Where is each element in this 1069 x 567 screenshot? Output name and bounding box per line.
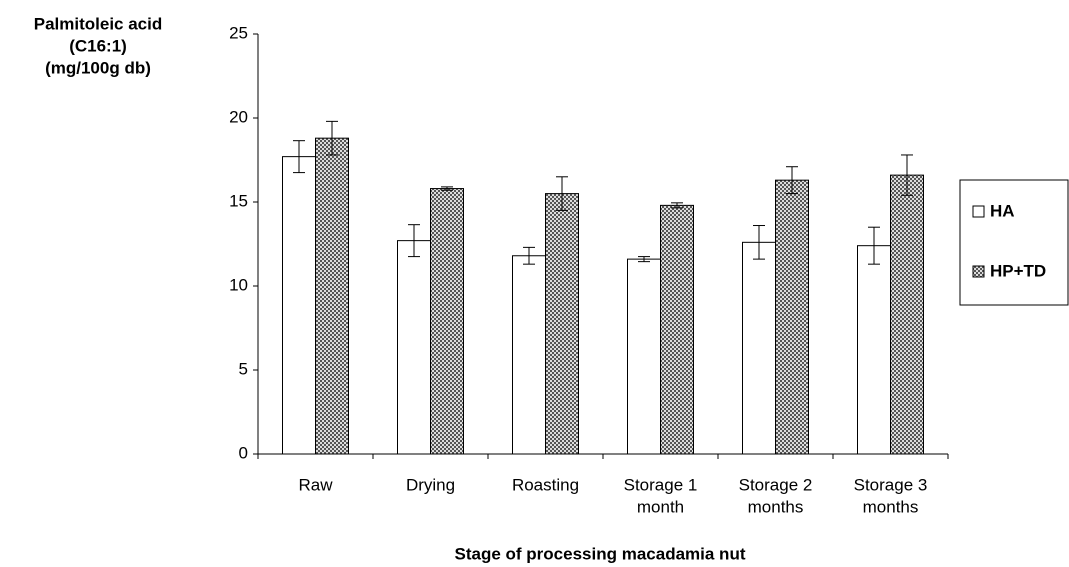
error-bar: [523, 246, 535, 265]
error-bar: [753, 225, 765, 260]
bar: [660, 204, 694, 455]
y-tick-label: 25: [229, 23, 248, 42]
error-bar: [556, 176, 568, 211]
bar: [512, 255, 546, 455]
legend-swatch: [972, 205, 985, 218]
bar: [430, 188, 464, 455]
bar: [397, 240, 431, 455]
y-axis-title: (mg/100g db): [45, 58, 151, 77]
bar: [742, 241, 776, 455]
y-tick-label: 20: [229, 107, 248, 126]
bar: [775, 179, 809, 455]
y-tick-label: 10: [229, 275, 248, 294]
bar: [282, 156, 316, 455]
bar: [627, 258, 661, 455]
error-bar: [326, 120, 338, 156]
error-bar: [901, 154, 913, 196]
legend-label: HA: [990, 201, 1015, 220]
x-tick-label: Storage 3: [854, 475, 928, 494]
x-tick-label: months: [863, 497, 919, 516]
error-bar: [441, 186, 453, 191]
x-tick-label: Roasting: [512, 475, 579, 494]
legend: [959, 179, 1069, 306]
bar: [890, 174, 924, 455]
bar: [857, 245, 891, 455]
bar: [315, 137, 349, 455]
x-axis-title: Stage of processing macadamia nut: [455, 544, 746, 563]
y-tick-label: 5: [239, 359, 248, 378]
legend-label: HP+TD: [990, 261, 1046, 280]
x-tick-label: months: [748, 497, 804, 516]
error-bar: [671, 202, 683, 209]
x-tick-label: Storage 2: [739, 475, 813, 494]
error-bar: [293, 140, 305, 174]
y-axis-title: (C16:1): [69, 36, 127, 55]
error-bar: [786, 166, 798, 195]
x-tick-label: month: [637, 497, 684, 516]
error-bar: [638, 256, 650, 263]
x-tick-label: Storage 1: [624, 475, 698, 494]
x-tick-label: Raw: [298, 475, 333, 494]
legend-swatch: [972, 265, 985, 278]
error-bar: [868, 226, 880, 265]
error-bar: [408, 224, 420, 258]
bar: [545, 193, 579, 455]
y-tick-label: 15: [229, 191, 248, 210]
y-axis-title: Palmitoleic acid: [34, 14, 163, 33]
x-tick-label: Drying: [406, 475, 455, 494]
y-tick-label: 0: [239, 443, 248, 462]
